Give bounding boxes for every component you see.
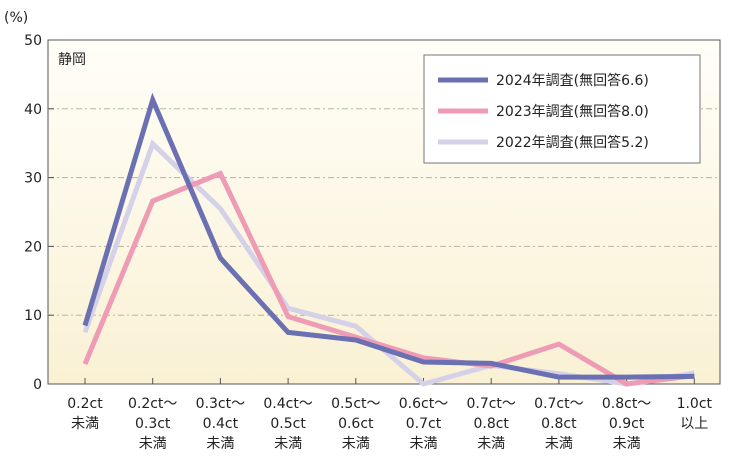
- x-tick-label: 0.8ct: [541, 416, 577, 432]
- x-tick-label: 未満: [613, 436, 641, 452]
- grid-lines: [48, 108, 720, 316]
- x-tick-label: 未満: [410, 436, 438, 452]
- x-tick-label: 0.4ct〜: [263, 396, 312, 412]
- y-tick-label: 30: [24, 171, 42, 187]
- series-line-1: [82, 170, 695, 387]
- x-tick-label: 0.7ct: [406, 416, 442, 432]
- x-tick-label: 以上: [680, 416, 708, 432]
- legend-label-2: 2022年調査(無回答5.2): [496, 134, 649, 151]
- x-tick-label: 0.7ct〜: [534, 396, 583, 412]
- y-tick-label: 10: [24, 308, 42, 324]
- x-tick-label: 0.3ct〜: [196, 396, 245, 412]
- x-tick-label: 0.2ct〜: [128, 396, 177, 412]
- x-tick-label: 未満: [477, 436, 505, 452]
- x-tick-label: 未満: [139, 436, 167, 452]
- x-tick-label: 未満: [274, 436, 302, 452]
- x-tick-label: 0.6ct: [338, 416, 374, 432]
- x-axis: 0.2ct 未満 0.2ct〜 0.3ct 未満 0.3ct〜 0.4ct 未満 0.4ct〜 0…: [67, 378, 713, 452]
- y-tick-label: 20: [24, 239, 42, 255]
- x-tick-label: 0.7ct〜: [466, 396, 515, 412]
- x-tick-label: 0.6ct〜: [399, 396, 448, 412]
- x-tick-label: 0.8ct: [473, 416, 509, 432]
- series-lines: [82, 92, 695, 387]
- y-tick-label: 40: [24, 102, 42, 118]
- region-label: 静岡: [58, 52, 86, 68]
- y-tick-label: 50: [24, 33, 42, 49]
- legend: 2024年調査(無回答6.6) 2023年調査(無回答8.0) 2022年調査(無回…: [423, 54, 701, 164]
- x-tick-label: 0.9ct: [609, 416, 645, 432]
- x-tick-label: 未満: [545, 436, 573, 452]
- y-axis: 0 10 20 30 40 50: [24, 33, 54, 393]
- x-tick-label: 0.2ct: [67, 396, 103, 412]
- x-tick-label: 0.5ct: [270, 416, 306, 432]
- x-tick-label: 未満: [71, 416, 99, 432]
- legend-label-1: 2023年調査(無回答8.0): [496, 103, 649, 120]
- x-tick-label: 0.4ct: [203, 416, 239, 432]
- y-axis-unit: (%): [4, 10, 28, 26]
- x-tick-label: 1.0ct: [677, 396, 713, 412]
- x-tick-label: 0.3ct: [135, 416, 171, 432]
- y-tick-label: 0: [33, 377, 42, 393]
- x-tick-label: 未満: [206, 436, 234, 452]
- x-tick-label: 未満: [342, 436, 370, 452]
- x-tick-label: 0.8ct〜: [602, 396, 651, 412]
- x-tick-label: 0.5ct〜: [331, 396, 380, 412]
- series-line-0: [82, 92, 695, 380]
- legend-label-0: 2024年調査(無回答6.6): [496, 72, 649, 89]
